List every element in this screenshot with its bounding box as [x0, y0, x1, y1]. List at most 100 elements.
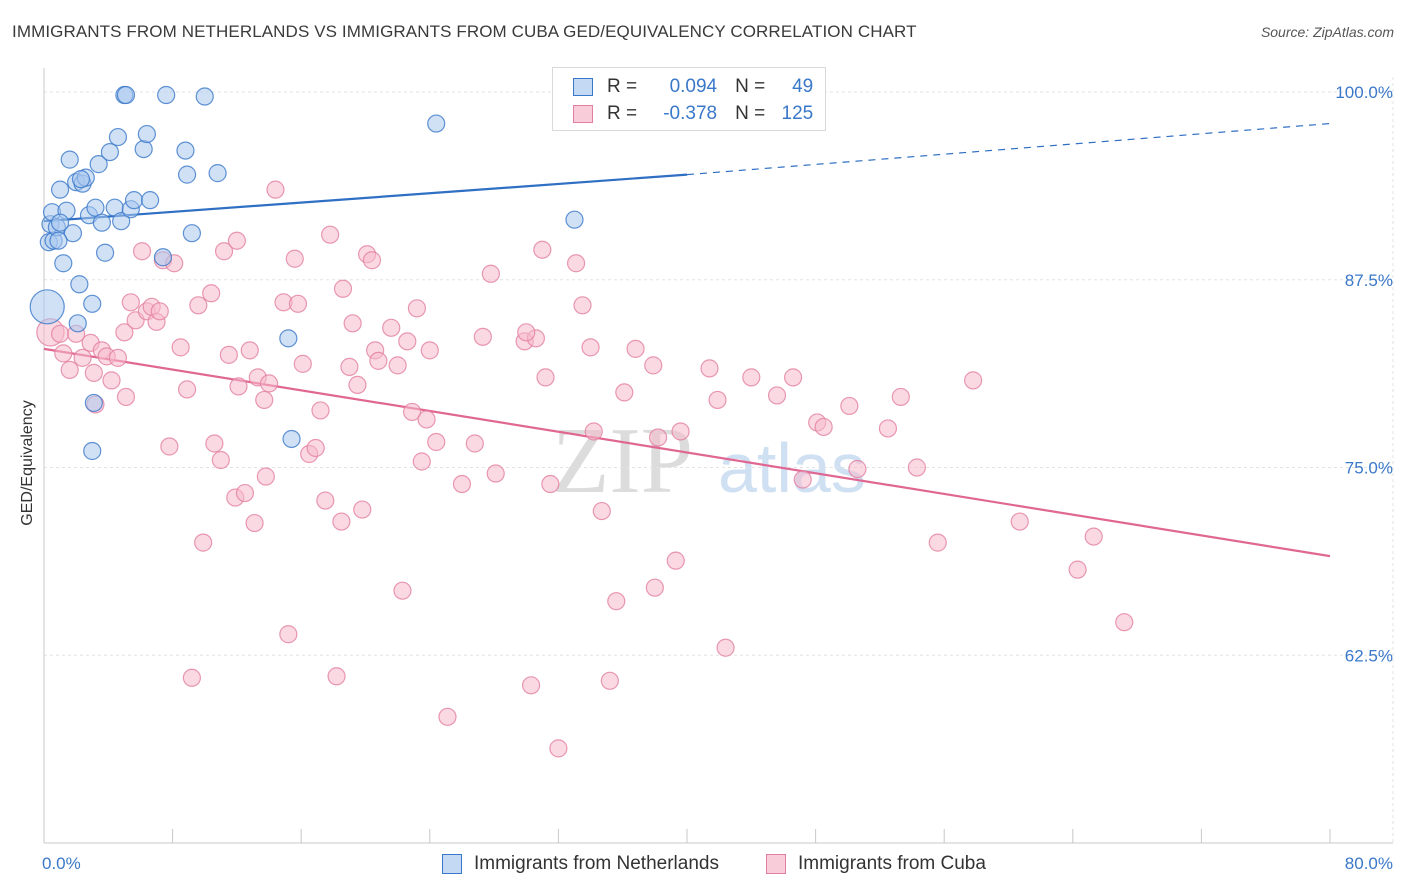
- cuba-point: [533, 240, 552, 259]
- netherlands-point: [49, 231, 68, 250]
- cuba-point: [306, 438, 325, 458]
- cuba-point: [388, 356, 407, 375]
- cuba-point: [964, 371, 983, 390]
- cuba-point: [343, 314, 362, 333]
- cuba-point: [412, 452, 431, 471]
- netherlands-point: [208, 164, 227, 183]
- cuba-point: [626, 339, 645, 358]
- cuba-point: [362, 251, 382, 270]
- cuba-point: [108, 348, 128, 367]
- cuba-point: [219, 345, 238, 364]
- cuba-point: [1068, 560, 1087, 579]
- cuba-point: [194, 533, 213, 552]
- cuba-point: [279, 625, 298, 644]
- netherlands-point: [83, 441, 102, 461]
- cuba-point: [245, 513, 264, 533]
- cuba-legend-label: Immigrants from Cuba: [798, 853, 986, 874]
- chart-title: IMMIGRANTS FROM NETHERLANDS VS IMMIGRANT…: [12, 22, 917, 41]
- netherlands-point: [54, 254, 73, 273]
- cuba-point: [648, 428, 668, 447]
- netherlands-point: [182, 224, 201, 243]
- netherlands-point: [177, 165, 197, 184]
- netherlands-point: [29, 289, 65, 325]
- cuba-point: [666, 551, 685, 570]
- cuba-point: [214, 242, 234, 261]
- cuba-point: [340, 357, 359, 376]
- y-tick-label: 62.5%: [1345, 646, 1393, 665]
- cuba-point: [256, 467, 275, 486]
- netherlands-point: [137, 124, 156, 144]
- netherlands-point: [112, 212, 131, 231]
- stats-legend: R = 0.094 N = 49 R = -0.378 N = 125: [552, 67, 826, 131]
- y-axis-label: GED/Equivalency: [19, 400, 36, 525]
- cuba-point: [700, 359, 719, 378]
- netherlands-point: [83, 294, 102, 313]
- cuba-point: [1115, 613, 1134, 632]
- netherlands-point: [50, 213, 70, 232]
- cuba-point: [321, 225, 340, 244]
- r-label: R =: [607, 103, 638, 124]
- cuba-point: [521, 676, 541, 695]
- netherlands-trend-line: [43, 173, 688, 223]
- cuba-point: [891, 387, 910, 407]
- netherlands-point: [279, 329, 298, 348]
- y-tick-label: 100.0%: [1335, 83, 1393, 102]
- cuba-point: [584, 422, 603, 441]
- cuba-point: [645, 578, 664, 597]
- cuba-point: [708, 390, 727, 410]
- cuba-point: [177, 380, 197, 399]
- cuba-point: [549, 739, 568, 758]
- cuba-point: [420, 341, 439, 360]
- cuba-point: [285, 249, 304, 268]
- cuba-point: [202, 284, 221, 303]
- cuba-point: [671, 422, 690, 441]
- cuba-point: [742, 368, 761, 387]
- cuba-point: [928, 533, 947, 552]
- cuba-point: [150, 302, 169, 321]
- n-value-cuba: 125: [781, 103, 814, 124]
- cuba-point: [1010, 512, 1029, 531]
- netherlands-point: [134, 139, 153, 159]
- netherlands-point: [195, 87, 214, 106]
- cuba-point: [160, 437, 179, 456]
- y-tick-label: 87.5%: [1345, 271, 1393, 290]
- cuba-point: [486, 464, 505, 483]
- cuba-point: [403, 402, 422, 422]
- cuba-point: [407, 299, 427, 318]
- netherlands-point: [95, 243, 115, 262]
- cuba-point: [293, 354, 312, 373]
- cuba-legend-swatch: [766, 854, 786, 874]
- netherlands-point: [92, 213, 111, 232]
- cuba-point: [353, 500, 372, 519]
- cuba-point: [84, 363, 103, 382]
- cuba-point: [848, 459, 867, 479]
- netherlands-trend-extension: [686, 122, 1331, 176]
- n-label: N =: [735, 76, 766, 97]
- cuba-point: [438, 707, 457, 726]
- netherlands-point: [427, 114, 446, 133]
- cuba-point: [536, 368, 555, 387]
- cuba-point: [369, 351, 388, 370]
- cuba-point: [481, 264, 500, 283]
- cuba-point: [465, 434, 484, 453]
- netherlands-point: [565, 210, 584, 229]
- cuba-point: [73, 348, 92, 367]
- cuba-point: [227, 231, 246, 250]
- netherlands-point: [282, 429, 301, 449]
- watermark-zip: ZIP: [552, 409, 693, 513]
- source-label: Source: ZipAtlas.com: [1260, 24, 1394, 40]
- netherlands-point: [63, 224, 83, 243]
- cuba-point: [767, 386, 787, 405]
- cuba-point: [327, 667, 346, 686]
- cuba-point: [814, 417, 833, 437]
- cuba-point: [50, 324, 70, 343]
- cuba-point: [907, 458, 926, 477]
- legend-row-netherlands: R = 0.094 N = 49: [573, 74, 813, 100]
- cuba-point: [171, 338, 190, 357]
- cuba-point: [840, 396, 859, 416]
- y-tick-label: 75.0%: [1345, 459, 1393, 478]
- cuba-point: [382, 318, 401, 337]
- x-tick-label: 0.0%: [42, 854, 81, 873]
- cuba-point: [348, 375, 367, 395]
- cuba-point: [255, 390, 274, 410]
